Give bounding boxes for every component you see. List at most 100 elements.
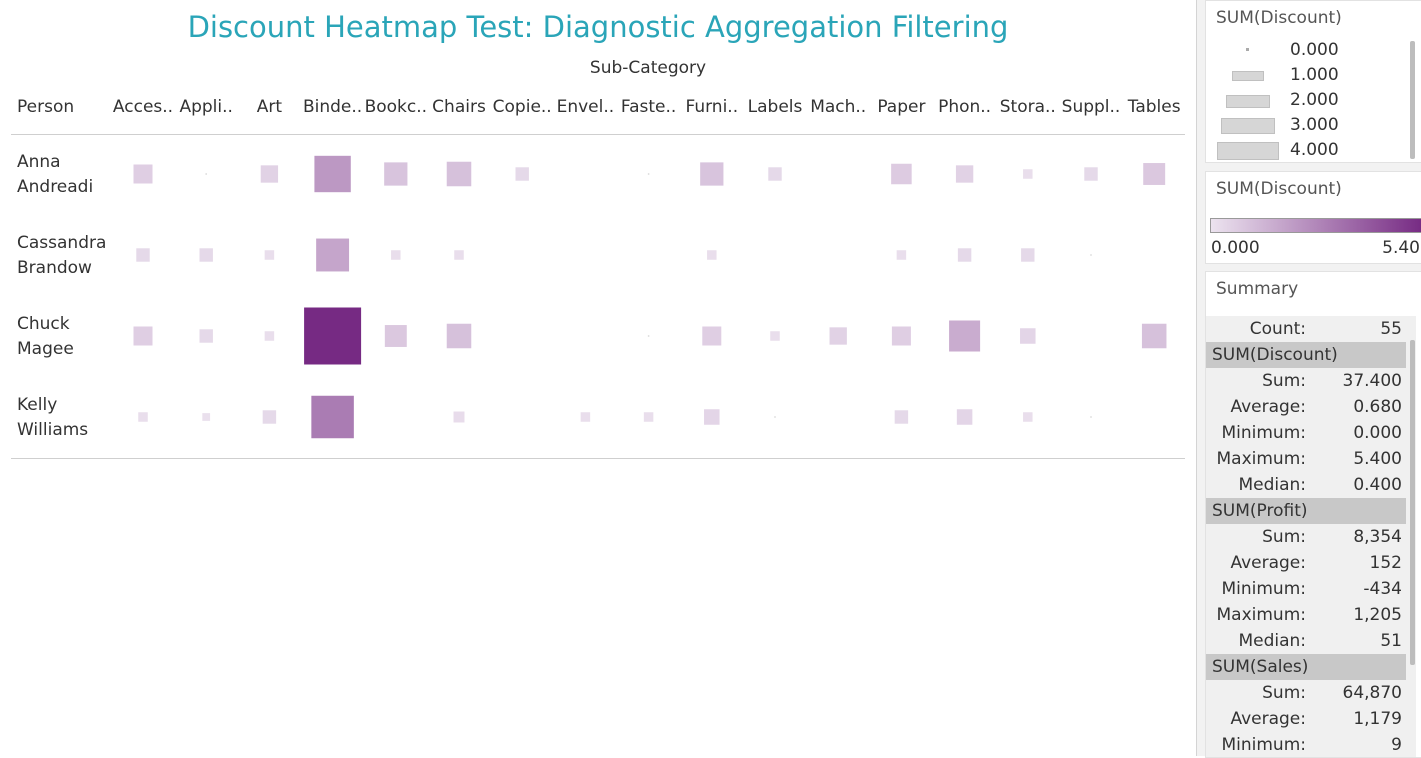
heatmap-cell[interactable] [829, 327, 847, 345]
size-legend-item[interactable]: 3.000 [1206, 114, 1416, 139]
heatmap-cell[interactable] [138, 412, 148, 422]
heatmap-cell[interactable] [949, 320, 981, 352]
heatmap-cell[interactable] [311, 395, 354, 439]
column-label[interactable]: Copie.. [493, 97, 552, 117]
summary-stat-label: Minimum: [1221, 735, 1306, 755]
column-label[interactable]: Labels [748, 97, 803, 117]
heatmap-cell[interactable] [264, 250, 275, 260]
summary-stat-label: Minimum: [1221, 423, 1306, 443]
heatmap-cell[interactable] [205, 173, 207, 175]
heatmap-cell[interactable] [891, 163, 912, 185]
color-legend[interactable]: SUM(Discount) 0.000 5.40 [1205, 171, 1421, 264]
heatmap-cell[interactable] [133, 164, 153, 184]
size-legend-item[interactable]: 1.000 [1206, 64, 1416, 89]
heatmap-cell[interactable] [957, 248, 972, 262]
heatmap-cell[interactable] [647, 335, 650, 337]
column-label[interactable]: Binde.. [303, 97, 362, 117]
heatmap-cell[interactable] [1020, 328, 1036, 344]
heatmap-cell[interactable] [768, 167, 782, 181]
heatmap-cell[interactable] [1021, 248, 1035, 262]
heatmap-cell[interactable] [702, 326, 722, 346]
summary-stat-row: Average: 0.680 [1206, 394, 1406, 420]
heatmap-cell[interactable] [316, 238, 350, 272]
summary-count-row: Count: 55 [1206, 316, 1406, 342]
heatmap-cell[interactable] [314, 155, 351, 193]
column-label[interactable]: Faste.. [621, 97, 676, 117]
heatmap-cell[interactable] [1141, 323, 1167, 349]
heatmap-cell[interactable] [260, 165, 279, 183]
size-legend-item[interactable]: 4.000 [1206, 139, 1416, 162]
size-legend-marker [1221, 118, 1275, 134]
summary-stat-label: Median: [1238, 631, 1306, 651]
heatmap-cell[interactable] [707, 250, 717, 260]
heatmap-cell[interactable] [956, 409, 973, 425]
summary-stat-row: Maximum: 5.400 [1206, 446, 1406, 472]
heatmap-cell[interactable] [700, 162, 724, 186]
heatmap-cell[interactable] [199, 329, 213, 343]
pane-divider[interactable] [1196, 0, 1197, 756]
heatmap-cell[interactable] [896, 250, 907, 260]
size-legend[interactable]: SUM(Discount) 0.000 1.000 2.000 3.000 4.000 [1205, 0, 1421, 163]
column-label[interactable]: Envel.. [557, 97, 615, 117]
heatmap-cell[interactable] [384, 325, 407, 347]
column-label[interactable]: Acces.. [113, 97, 173, 117]
heatmap-cell[interactable] [262, 410, 277, 424]
summary-count-value: 55 [1380, 319, 1402, 339]
heatmap-cell[interactable] [704, 409, 720, 425]
heatmap-cell[interactable] [770, 331, 780, 341]
size-legend-label: 4.000 [1290, 140, 1339, 160]
row-label[interactable]: Kelly Williams [17, 395, 88, 440]
heatmap-cell[interactable] [647, 173, 650, 175]
heatmap-cell[interactable] [264, 331, 275, 341]
heatmap-cell[interactable] [1090, 254, 1092, 256]
heatmap-cell[interactable] [894, 410, 909, 424]
heatmap-cell[interactable] [580, 412, 591, 422]
heatmap-cell[interactable] [304, 307, 362, 365]
column-label[interactable]: Tables [1127, 97, 1181, 117]
heatmap-cell[interactable] [643, 412, 654, 422]
summary-scrollbar[interactable] [1410, 340, 1415, 665]
heatmap-cell[interactable] [1084, 167, 1098, 181]
size-legend-item[interactable]: 2.000 [1206, 89, 1416, 114]
column-label[interactable]: Paper [877, 97, 925, 117]
color-gradient-bar [1210, 218, 1421, 233]
heatmap-cell[interactable] [1090, 416, 1092, 418]
column-label[interactable]: Furni.. [685, 97, 738, 117]
chart-title: Discount Heatmap Test: Diagnostic Aggreg… [187, 10, 1009, 44]
column-label[interactable]: Bookc.. [365, 97, 427, 117]
heatmap-cell[interactable] [515, 167, 529, 181]
heatmap-cell[interactable] [454, 250, 464, 260]
heatmap-cell[interactable] [446, 323, 472, 349]
heatmap-cell[interactable] [1023, 169, 1033, 179]
column-label[interactable]: Mach.. [810, 97, 866, 117]
size-legend-scrollbar[interactable] [1410, 41, 1415, 159]
heatmap-cell[interactable] [891, 326, 911, 346]
heatmap-cell[interactable] [774, 416, 776, 418]
summary-stat-value: 37.400 [1342, 371, 1402, 391]
heatmap-cell[interactable] [453, 411, 465, 423]
summary-stat-label: Sum: [1262, 683, 1306, 703]
row-label[interactable]: Cassandra Brandow [17, 233, 106, 278]
column-label[interactable]: Suppl.. [1062, 97, 1121, 117]
column-label[interactable]: Phon.. [938, 97, 991, 117]
row-label[interactable]: Chuck Magee [17, 314, 74, 359]
column-label[interactable]: Appli.. [179, 97, 232, 117]
column-label[interactable]: Stora.. [1000, 97, 1056, 117]
heatmap-cell[interactable] [133, 326, 153, 346]
heatmap-cell[interactable] [446, 161, 472, 187]
size-legend-item[interactable]: 0.000 [1206, 39, 1416, 64]
heatmap-cell[interactable] [955, 165, 974, 183]
heatmap-cell[interactable] [391, 250, 401, 260]
heatmap-cell[interactable] [384, 162, 408, 186]
summary-card[interactable]: Summary Count: 55 SUM(Discount) Sum: 37.40… [1205, 271, 1421, 758]
heatmap-cell[interactable] [1023, 412, 1033, 422]
heatmap-cell[interactable] [1143, 163, 1166, 185]
heatmap-cell[interactable] [136, 248, 150, 262]
summary-stat-label: Sum: [1262, 527, 1306, 547]
column-label[interactable]: Art [257, 97, 283, 117]
column-header-sub-category: Sub-Category [589, 58, 707, 78]
heatmap-cell[interactable] [202, 413, 211, 421]
column-label[interactable]: Chairs [432, 97, 486, 117]
row-label[interactable]: Anna Andreadi [17, 152, 93, 197]
heatmap-cell[interactable] [199, 248, 213, 262]
